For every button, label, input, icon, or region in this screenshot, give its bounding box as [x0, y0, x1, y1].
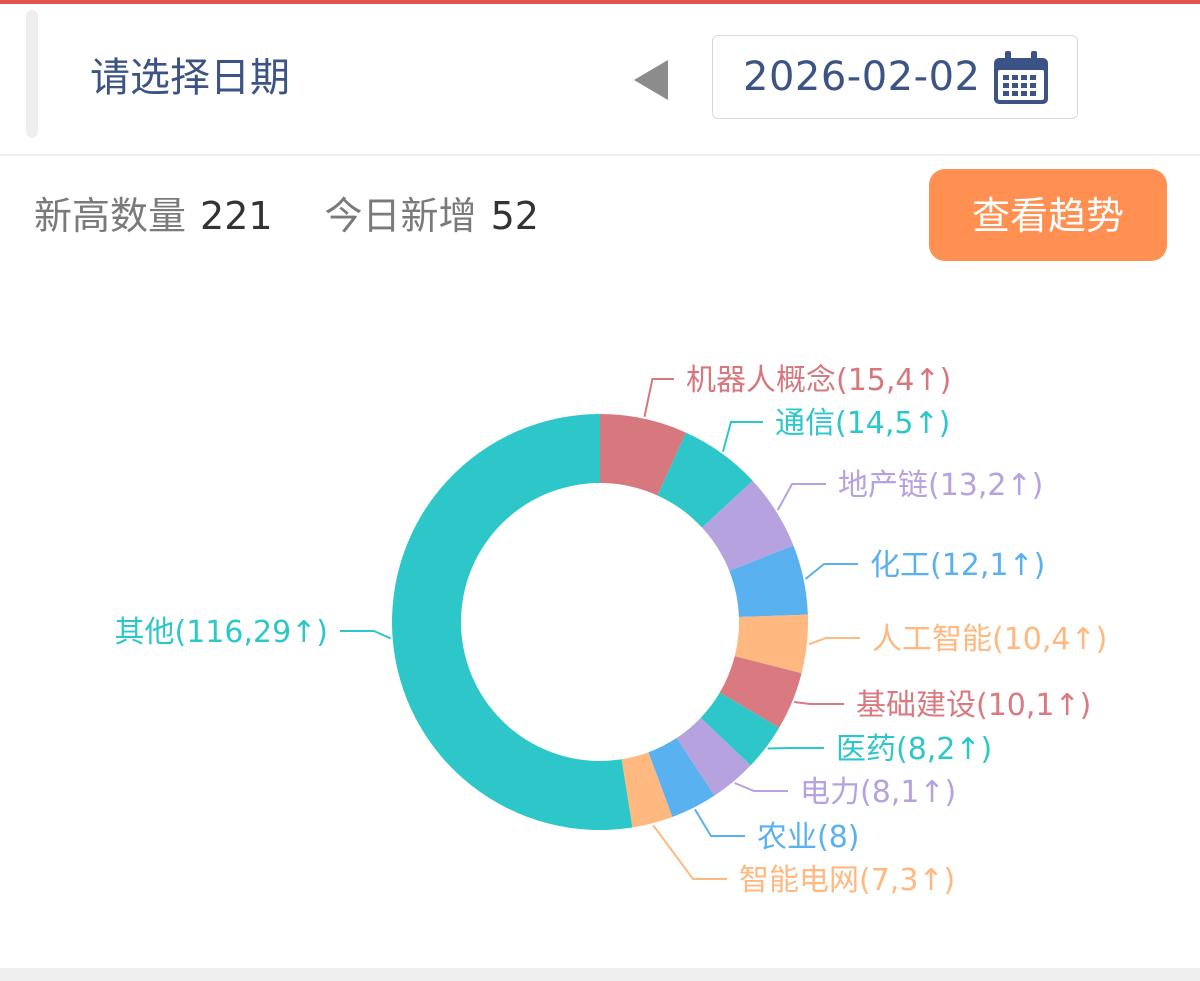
donut-slice-4[interactable]	[734, 614, 808, 674]
slice-label-9: 智能电网(7,3↑)	[739, 863, 955, 898]
slice-label-8: 农业(8)	[757, 820, 860, 855]
donut-slice-2[interactable]	[702, 480, 794, 571]
donut-slice-1[interactable]	[657, 432, 753, 528]
donut-slice-0[interactable]	[600, 414, 687, 496]
donut-slice-8[interactable]	[648, 738, 715, 818]
slice-label-3: 化工(12,1↑)	[870, 548, 1045, 583]
new-high-value: 221	[200, 194, 273, 238]
slice-label-7: 电力(8,1↑)	[800, 775, 956, 810]
sector-donut-chart: 机器人概念(15,4↑) 通信(14,5↑) 地产链(13,2↑) 化工(12,1↑)…	[114, 363, 1107, 898]
slice-label-10: 其他(116,29↑)	[114, 615, 328, 650]
date-header: 请选择日期 2026-02-02	[0, 4, 1200, 156]
date-select-title: 请选择日期	[90, 55, 290, 101]
label-leader-line-2	[776, 483, 826, 511]
calendar-icon[interactable]	[992, 50, 1050, 106]
slice-label-6: 医药(8,2↑)	[836, 732, 992, 767]
today-new-label: 今日新增	[324, 194, 477, 238]
donut-slice-7[interactable]	[676, 717, 751, 796]
label-leader-line-9	[652, 824, 727, 880]
label-leader-line-7	[734, 782, 788, 792]
label-leader-line-10	[340, 630, 392, 640]
label-leader-line-3	[804, 563, 858, 580]
donut-slice-6[interactable]	[700, 692, 780, 766]
donut-slice-10[interactable]	[392, 414, 633, 830]
stats-row: 新高数量 221 今日新增 52	[34, 190, 539, 242]
donut-slice-3[interactable]	[729, 545, 808, 618]
previous-date-arrow-icon[interactable]	[634, 60, 668, 100]
new-high-label: 新高数量	[34, 194, 187, 238]
label-leader-line-8	[694, 808, 745, 837]
view-trend-button[interactable]: 查看趋势	[929, 169, 1167, 261]
date-value: 2026-02-02	[743, 54, 981, 100]
date-picker[interactable]: 2026-02-02	[712, 35, 1078, 119]
slice-label-1: 通信(14,5↑)	[775, 406, 950, 441]
bottom-strip	[0, 968, 1200, 981]
label-leader-line-4	[808, 637, 860, 646]
header-side-bar	[26, 10, 38, 138]
label-leader-line-0	[643, 378, 674, 417]
donut-slice-9[interactable]	[621, 752, 673, 828]
donut-slice-5[interactable]	[719, 656, 802, 728]
label-leader-line-1	[721, 421, 763, 453]
slice-label-2: 地产链(13,2↑)	[838, 468, 1043, 503]
slice-label-4: 人工智能(10,4↑)	[872, 622, 1107, 657]
today-new-value: 52	[490, 194, 539, 238]
slice-label-5: 基础建设(10,1↑)	[856, 688, 1091, 723]
top-accent-bar	[0, 0, 1200, 4]
label-leader-line-5	[794, 701, 844, 705]
slice-label-0: 机器人概念(15,4↑)	[686, 363, 951, 398]
label-leader-line-6	[767, 747, 824, 750]
